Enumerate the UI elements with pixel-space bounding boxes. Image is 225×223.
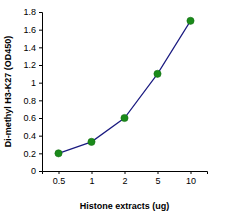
y-tick: 1.4	[23, 43, 42, 53]
x-tick: 0.5	[53, 171, 66, 186]
y-tick-mark	[39, 136, 42, 137]
y-tick-label: 0.4	[23, 131, 36, 141]
marks	[55, 17, 194, 157]
y-tick-mark	[39, 100, 42, 101]
y-tick-mark	[39, 30, 42, 31]
y-tick-label: 1.8	[23, 7, 36, 17]
y-tick-label: 1.4	[23, 43, 36, 53]
plot: 0 0.2 0.4 0.6 0.8 1 1.2 1.4 1.6 1.8 0.5 1 2 5 10	[23, 7, 207, 186]
y-tick: 0.2	[23, 149, 42, 159]
x-tick-label: 0.5	[53, 176, 66, 186]
y-tick-label: 0	[31, 166, 36, 176]
chart: 0 0.2 0.4 0.6 0.8 1 1.2 1.4 1.6 1.8 0.5 1 2 5 10 Histon…	[0, 0, 225, 223]
y-tick-label: 0.6	[23, 113, 36, 123]
x-tick-mark	[158, 171, 159, 174]
x-axis-title: Histone extracts (ug)	[80, 201, 170, 211]
y-tick: 1.2	[23, 60, 42, 70]
y-tick: 0.6	[23, 113, 42, 123]
y-tick-mark	[39, 83, 42, 84]
x-tick: 1	[89, 171, 94, 186]
x-tick: 2	[122, 171, 127, 186]
x-tick: 10	[186, 171, 196, 186]
x-tick: 5	[155, 171, 160, 186]
data-point	[154, 70, 161, 77]
x-tick-label: 1	[89, 176, 94, 186]
x-tick-mark	[191, 171, 192, 174]
y-tick-mark	[39, 171, 42, 172]
x-tick-label: 2	[122, 176, 127, 186]
y-tick: 0.4	[23, 131, 42, 141]
y-tick: 0.8	[23, 96, 42, 106]
data-point	[55, 150, 62, 157]
y-axis-line	[39, 13, 43, 172]
x-tick-mark	[59, 171, 60, 174]
data-point	[88, 138, 95, 145]
y-tick-mark	[39, 12, 42, 13]
y-axis-title: Di-methyl H3-K27 (OD450)	[3, 36, 13, 148]
x-tick-label: 10	[186, 176, 196, 186]
x-axis: 0.5 1 2 5 10	[43, 171, 208, 186]
y-tick-mark	[39, 153, 42, 154]
data-point	[187, 17, 194, 24]
x-tick-mark	[125, 171, 126, 174]
y-tick: 0	[31, 166, 42, 176]
data-point	[121, 114, 128, 121]
y-tick-label: 1.6	[23, 25, 36, 35]
x-tick-label: 5	[155, 176, 160, 186]
y-tick: 1.6	[23, 25, 42, 35]
y-tick-mark	[39, 47, 42, 48]
y-tick: 1.8	[23, 7, 42, 17]
y-tick-mark	[39, 65, 42, 66]
y-axis: 0 0.2 0.4 0.6 0.8 1 1.2 1.4 1.6 1.8	[23, 7, 42, 176]
x-axis-line	[43, 172, 208, 175]
y-tick-label: 1	[31, 78, 36, 88]
y-tick-mark	[39, 118, 42, 119]
y-tick: 1	[31, 78, 42, 88]
y-tick-label: 0.8	[23, 96, 36, 106]
data-line	[59, 21, 191, 154]
y-tick-label: 0.2	[23, 149, 36, 159]
y-tick-label: 1.2	[23, 60, 36, 70]
x-tick-mark	[92, 171, 93, 174]
